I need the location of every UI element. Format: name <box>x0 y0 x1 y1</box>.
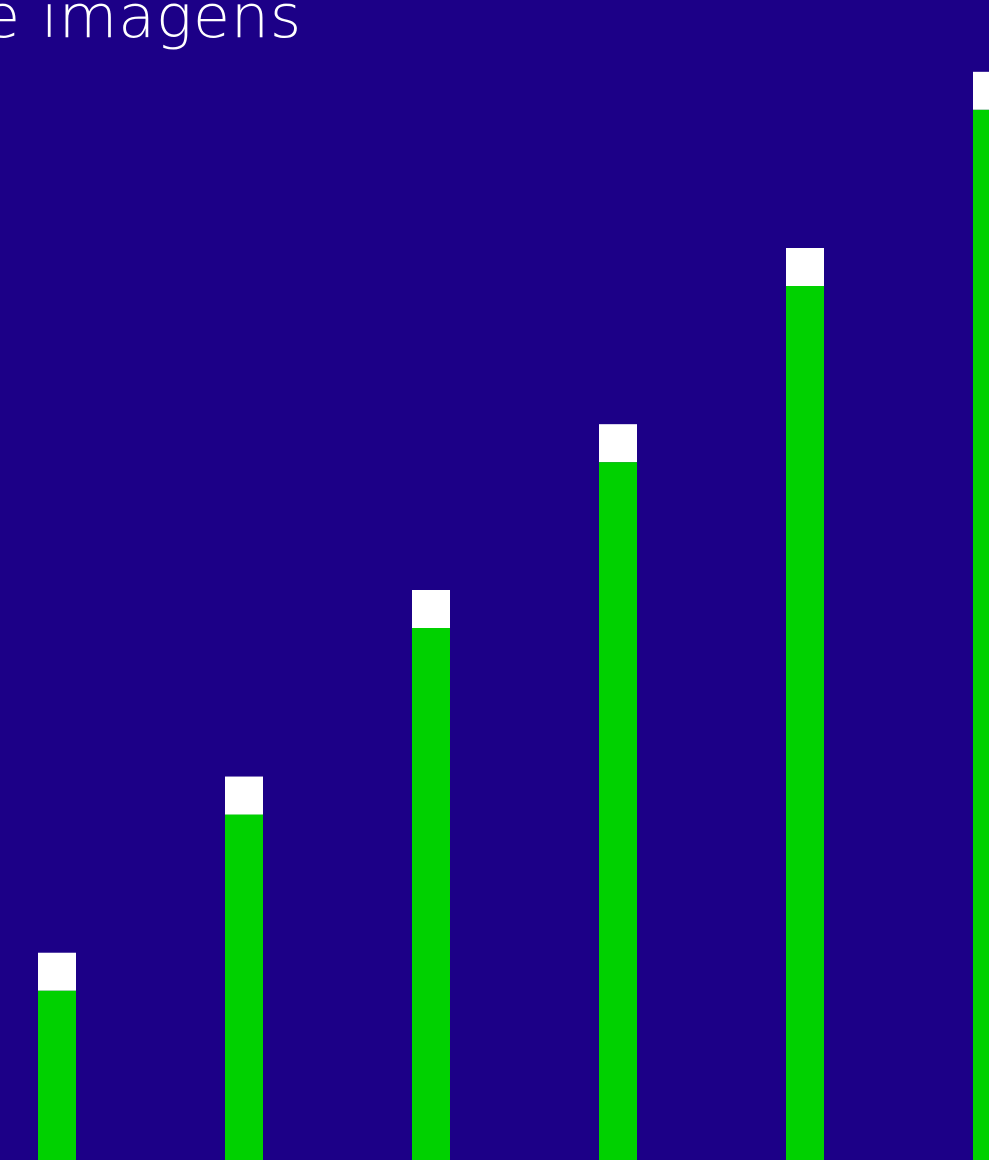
bar-1 <box>38 952 76 1160</box>
bar-cap-1 <box>38 952 76 991</box>
bar-body-6 <box>973 109 989 1160</box>
bar-cap-2 <box>225 776 263 815</box>
bar-series <box>38 71 989 1160</box>
bar-body-3 <box>412 628 450 1160</box>
bar-body-1 <box>38 990 76 1160</box>
bar-2 <box>225 776 263 1160</box>
chart-title: de imagens <box>0 0 303 52</box>
bar-3 <box>412 590 450 1160</box>
bar-cap-4 <box>599 424 637 463</box>
bar-body-5 <box>786 286 824 1160</box>
bar-cap-5 <box>786 248 824 286</box>
bar-cap-6 <box>973 71 989 110</box>
bar-4 <box>599 424 637 1160</box>
bar-body-2 <box>225 814 263 1160</box>
bar-5 <box>786 248 824 1160</box>
bar-body-4 <box>599 462 637 1160</box>
bar-cap-3 <box>412 590 450 628</box>
bar-6 <box>973 71 989 1160</box>
